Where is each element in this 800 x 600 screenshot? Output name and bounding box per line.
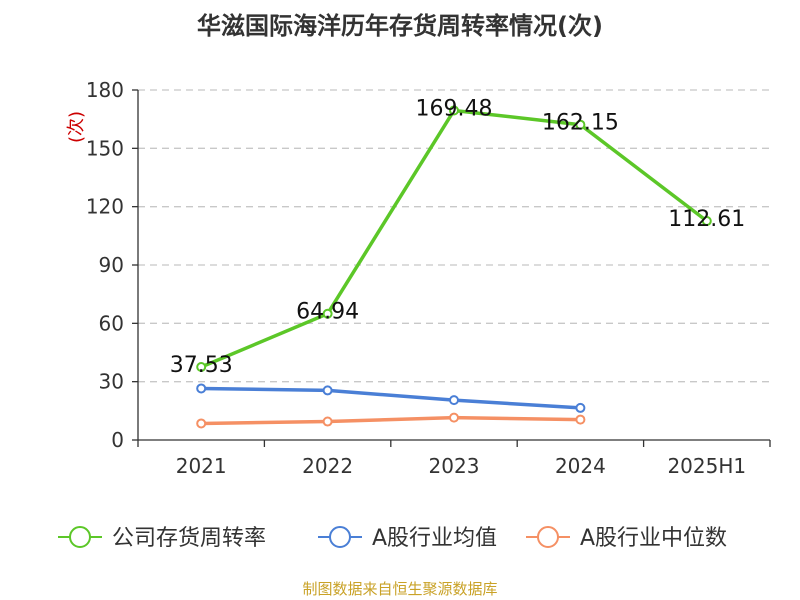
y-tick-label: 60 (99, 311, 124, 335)
data-label: 37.53 (170, 353, 233, 378)
data-label: 64.94 (296, 300, 359, 325)
y-tick-label: 120 (86, 195, 124, 219)
data-point[interactable] (196, 383, 207, 394)
data-point[interactable] (196, 418, 207, 429)
data-point[interactable] (449, 412, 459, 423)
chart-title: 华滋国际海洋历年存货周转率情况(次) (197, 12, 603, 40)
legend-label: A股行业均值 (372, 526, 497, 551)
data-point[interactable] (575, 119, 586, 130)
y-axis-label: (次) (66, 111, 87, 143)
data-point[interactable] (575, 402, 586, 413)
y-tick-label: 150 (86, 136, 124, 160)
data-label: 112.61 (668, 207, 745, 232)
legend[interactable]: 公司存货周转率 A股行业均值 A股行业中位数 (58, 526, 727, 551)
y-tick-label: 90 (99, 253, 124, 277)
legend-label: A股行业中位数 (580, 526, 727, 551)
data-label: 169.48 (416, 96, 493, 121)
source-note: 制图数据来自恒生聚源数据库 (302, 580, 497, 598)
data-point[interactable] (322, 308, 333, 319)
x-tick-label: 2025H1 (667, 454, 746, 478)
data-point[interactable] (701, 216, 712, 227)
data-point[interactable] (449, 395, 459, 406)
x-tick-label: 2022 (302, 454, 353, 478)
y-tick-label: 30 (99, 370, 124, 394)
y-tick-label: 0 (111, 428, 124, 452)
legend-marker (537, 526, 559, 548)
legend-item-2[interactable]: A股行业中位数 (526, 526, 727, 551)
legend-item-0[interactable]: 公司存货周转率 (58, 526, 266, 551)
data-label: 162.15 (542, 111, 619, 136)
grid-lines (138, 89, 770, 383)
x-tick-label: 2023 (429, 454, 480, 478)
legend-marker (69, 526, 91, 548)
data-point[interactable] (322, 416, 333, 427)
legend-marker (329, 526, 351, 548)
series-line-2 (201, 415, 581, 426)
x-tick-label: 2021 (176, 454, 227, 478)
data-point[interactable] (575, 414, 586, 425)
data-point[interactable] (196, 362, 207, 373)
data-point[interactable] (449, 105, 459, 116)
data-point[interactable] (322, 385, 333, 396)
series-group: 37.53 64.94 169.48 162.15 112.61 (170, 96, 745, 429)
legend-label: 公司存货周转率 (112, 526, 266, 551)
legend-item-1[interactable]: A股行业均值 (318, 526, 497, 551)
series-line-1 (201, 386, 581, 410)
y-tick-label: 180 (86, 78, 124, 102)
axes: 0 30 60 90 120 150 180 2021 2022 2023 2024 2025H1 (86, 78, 771, 478)
x-tick-label: 2024 (555, 454, 606, 478)
